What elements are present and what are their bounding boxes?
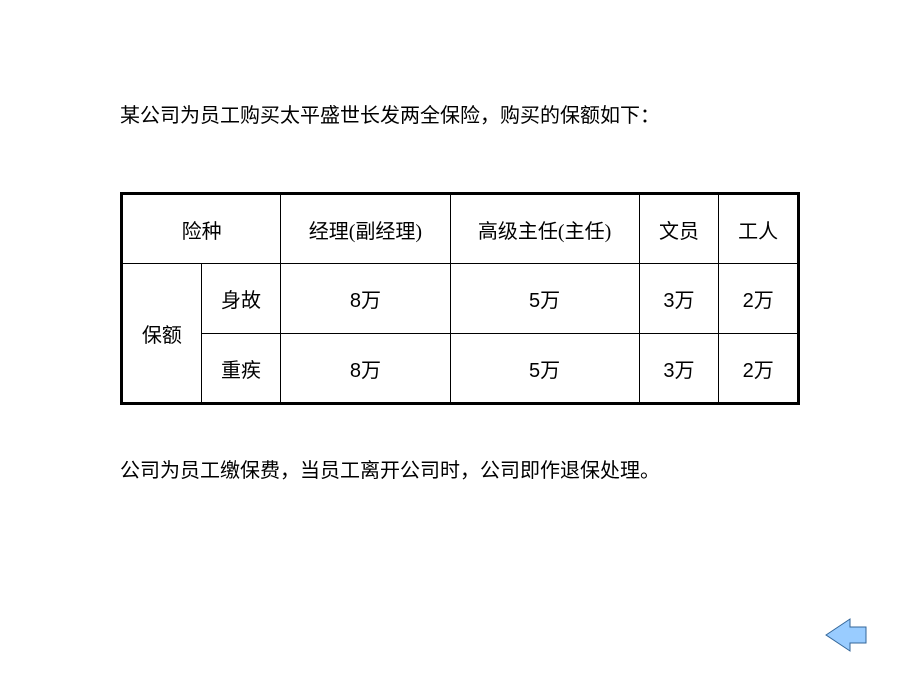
table-header-row: 险种 经理(副经理) 高级主任(主任) 文员 工人 xyxy=(122,194,799,264)
header-clerk: 文员 xyxy=(639,194,719,264)
intro-paragraph: 某公司为员工购买太平盛世长发两全保险，购买的保额如下： xyxy=(120,100,810,132)
header-type: 险种 xyxy=(122,194,281,264)
cell-sub-0: 身故 xyxy=(201,264,281,334)
arrow-left-icon xyxy=(822,615,870,655)
table-row: 重疾 8万 5万 3万 2万 xyxy=(122,334,799,404)
cell-worker-0: 2万 xyxy=(719,264,799,334)
header-manager: 经理(副经理) xyxy=(281,194,450,264)
cell-manager-1: 8万 xyxy=(281,334,450,404)
cell-clerk-1: 3万 xyxy=(639,334,719,404)
insurance-table: 险种 经理(副经理) 高级主任(主任) 文员 工人 保额 身故 8万 5万 3万… xyxy=(120,192,800,405)
cell-clerk-0: 3万 xyxy=(639,264,719,334)
row-label-amount: 保额 xyxy=(122,264,202,404)
cell-sub-1: 重疾 xyxy=(201,334,281,404)
header-senior: 高级主任(主任) xyxy=(450,194,639,264)
cell-worker-1: 2万 xyxy=(719,334,799,404)
footer-paragraph: 公司为员工缴保费，当员工离开公司时，公司即作退保处理。 xyxy=(120,455,810,487)
previous-slide-button[interactable] xyxy=(822,615,870,660)
cell-senior-1: 5万 xyxy=(450,334,639,404)
cell-manager-0: 8万 xyxy=(281,264,450,334)
header-worker: 工人 xyxy=(719,194,799,264)
table-row: 保额 身故 8万 5万 3万 2万 xyxy=(122,264,799,334)
cell-senior-0: 5万 xyxy=(450,264,639,334)
